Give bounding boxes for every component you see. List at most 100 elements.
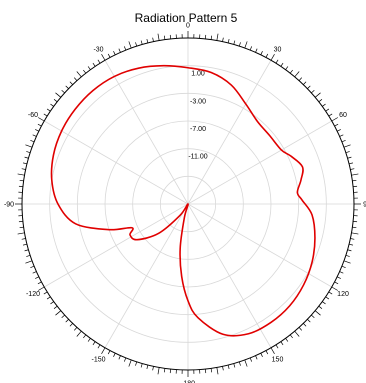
angle-tick [227, 38, 230, 44]
angle-tick [289, 69, 293, 74]
angle-tick [270, 347, 275, 354]
angle-tick [152, 366, 154, 371]
angle-tick [280, 341, 284, 346]
angle-tick [128, 41, 132, 49]
angle-tick [113, 51, 116, 55]
angle-tick [238, 361, 241, 366]
angle-tick [350, 168, 355, 170]
angle-tick [22, 162, 28, 165]
angle-tick [233, 40, 236, 45]
angle-tick [216, 367, 219, 375]
angle-tick [123, 46, 127, 51]
angle-tick [35, 129, 39, 132]
angle-tick [339, 271, 344, 274]
angle-tick [55, 92, 62, 98]
angle-tick [249, 357, 253, 362]
radial-label: -11.00 [188, 154, 207, 161]
angle-tick [87, 66, 91, 70]
angle-label: 90 [363, 202, 366, 209]
angle-tick [339, 134, 344, 137]
angle-ticks [15, 31, 361, 377]
angle-tick [19, 179, 24, 182]
angle-tick [92, 341, 96, 346]
angle-tick [307, 85, 311, 89]
radial-label: 1.00 [191, 71, 205, 78]
angle-tick [43, 291, 48, 295]
angle-tick [352, 226, 357, 229]
angle-label: 60 [339, 112, 347, 119]
angle-tick [255, 48, 258, 53]
angle-tick [38, 117, 45, 122]
angle-tick [337, 276, 341, 279]
angle-tick [25, 144, 33, 148]
angle-tick [101, 347, 106, 354]
angle-tick [285, 66, 289, 70]
angle-tick [37, 123, 42, 127]
series-layer [50, 64, 316, 337]
angle-tick [311, 314, 315, 319]
angle-tick [135, 361, 138, 366]
angle-tick [249, 46, 253, 51]
angle-tick [210, 368, 213, 373]
angle-label: 120 [337, 291, 349, 298]
angle-tick [222, 366, 224, 371]
angle-tick [76, 71, 82, 78]
angle-tick [318, 99, 323, 103]
angle-tick [24, 249, 29, 252]
angle-tick [53, 305, 58, 309]
angle-tick [255, 355, 258, 360]
angle-tick [19, 226, 24, 229]
grid-spoke [104, 203, 189, 348]
angle-tick [331, 286, 338, 291]
angle-tick [25, 260, 33, 264]
angle-tick [298, 327, 303, 331]
angle-tick [32, 134, 37, 137]
angle-tick [341, 265, 346, 269]
angle-tick [65, 319, 69, 323]
angle-tick [135, 42, 138, 47]
angle-tick [55, 310, 62, 316]
angle-tick [260, 353, 263, 357]
angle-label: -150 [91, 357, 105, 364]
angle-tick [50, 103, 54, 107]
angle-tick [157, 33, 160, 41]
angle-tick [163, 35, 166, 40]
angle-tick [32, 271, 37, 274]
angle-tick [325, 296, 330, 300]
angle-tick [24, 156, 29, 159]
angle-tick [30, 139, 35, 143]
angle-tick [83, 69, 87, 74]
angle-tick [322, 103, 326, 107]
angle-tick [53, 99, 58, 103]
angle-tick [97, 59, 101, 64]
angle-tick [227, 364, 230, 370]
grid-spoke [187, 120, 332, 205]
angle-tick [118, 355, 121, 360]
angle-tick [92, 62, 96, 67]
angle-tick [345, 151, 350, 154]
angle-tick [347, 249, 352, 252]
angle-tick [17, 173, 25, 176]
angle-label: -90 [4, 202, 14, 209]
angle-label: -30 [93, 46, 103, 53]
angle-tick [285, 338, 289, 342]
angle-tick [61, 314, 65, 319]
angle-tick [69, 81, 73, 85]
radial-label: -3.00 [190, 98, 206, 105]
angle-tick [289, 334, 293, 339]
angle-tick [341, 139, 346, 143]
angle-tick [216, 33, 219, 41]
angle-tick [265, 53, 269, 58]
angle-tick [350, 238, 355, 240]
angle-tick [334, 123, 339, 127]
angle-tick [73, 327, 78, 331]
angle-tick [163, 368, 166, 373]
angle-tick [328, 113, 333, 117]
angle-tick [343, 144, 351, 148]
angle-tick [69, 323, 73, 327]
angle-tick [303, 81, 307, 85]
angle-tick [347, 156, 352, 159]
angle-tick [157, 367, 160, 375]
angle-label: -180 [181, 381, 195, 383]
